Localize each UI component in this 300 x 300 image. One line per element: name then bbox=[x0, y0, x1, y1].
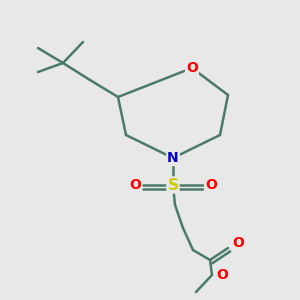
Text: N: N bbox=[167, 151, 179, 165]
Text: O: O bbox=[186, 61, 198, 75]
Text: S: S bbox=[167, 178, 178, 193]
Text: O: O bbox=[205, 178, 217, 192]
Text: O: O bbox=[232, 236, 244, 250]
Text: O: O bbox=[129, 178, 141, 192]
Text: O: O bbox=[216, 268, 228, 282]
